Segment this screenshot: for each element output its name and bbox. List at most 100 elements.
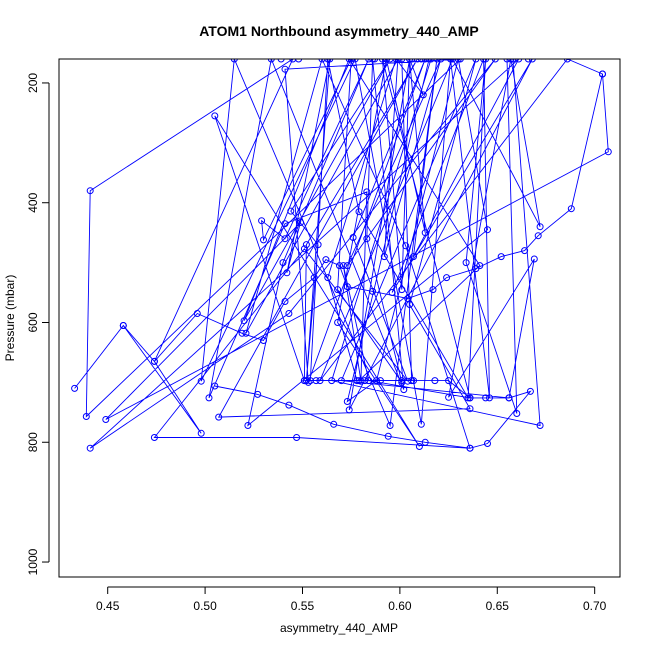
y-tick-label: 1000	[26, 548, 40, 575]
data-point	[427, 59, 435, 63]
data-point	[279, 259, 287, 267]
data-point	[447, 59, 454, 63]
data-point	[197, 429, 205, 437]
data-point	[466, 444, 474, 452]
data-point	[297, 219, 304, 226]
plot-area	[58, 58, 621, 578]
series-0	[71, 59, 612, 452]
data-point	[318, 59, 326, 63]
data-point	[312, 377, 320, 385]
data-point	[295, 59, 303, 63]
data-point	[429, 286, 437, 294]
data-point	[281, 235, 289, 243]
data-point	[365, 59, 373, 63]
y-tick-label: 200	[26, 73, 40, 93]
data-point	[431, 377, 439, 385]
data-point	[484, 226, 491, 234]
data-point	[343, 262, 351, 270]
data-point	[536, 223, 544, 231]
data-point	[324, 274, 332, 282]
data-point	[197, 377, 205, 385]
x-axis-label: asymmetry_440_AMP	[280, 621, 398, 635]
data-point	[454, 59, 462, 63]
data-point	[102, 416, 110, 423]
data-point	[604, 148, 612, 156]
plot-frame	[58, 58, 621, 578]
data-point	[334, 286, 342, 294]
data-point	[417, 420, 425, 428]
data-point	[281, 65, 289, 73]
data-point	[283, 269, 291, 277]
data-point	[238, 329, 246, 337]
data-point	[449, 59, 456, 63]
data-point	[484, 440, 491, 447]
data-point	[404, 295, 412, 302]
data-point	[528, 59, 536, 63]
data-point	[505, 394, 513, 402]
data-point	[567, 205, 575, 213]
data-point	[421, 229, 429, 237]
data-point	[334, 319, 342, 326]
data-point	[456, 59, 464, 63]
data-point	[371, 59, 379, 63]
data-point	[119, 322, 127, 329]
data-point	[211, 382, 219, 390]
data-point	[369, 59, 377, 63]
series-1	[119, 70, 606, 365]
data-point	[524, 59, 532, 63]
data-point	[466, 394, 474, 402]
data-point	[293, 434, 301, 441]
data-point	[215, 413, 223, 421]
data-point	[402, 242, 410, 250]
data-point	[343, 283, 351, 291]
data-point	[326, 59, 334, 63]
data-point	[421, 59, 429, 63]
data-point	[363, 235, 371, 243]
data-point	[351, 59, 359, 63]
data-point	[339, 262, 347, 270]
data-point	[193, 310, 201, 317]
data-point	[472, 59, 480, 63]
data-point	[515, 59, 523, 63]
data-point	[244, 422, 252, 429]
data-point	[267, 59, 275, 63]
data-point	[421, 438, 429, 446]
data-point	[336, 262, 343, 270]
data-point	[82, 413, 90, 420]
data-point	[277, 59, 285, 63]
data-point	[536, 422, 544, 429]
series-line	[122, 73, 603, 363]
data-point	[398, 59, 406, 63]
data-point	[413, 59, 421, 63]
data-point	[322, 256, 330, 264]
data-point	[150, 357, 158, 365]
data-point	[345, 406, 353, 414]
data-point	[398, 286, 406, 294]
data-point	[410, 253, 417, 261]
series-line	[74, 59, 609, 449]
data-point	[260, 236, 267, 244]
data-point	[240, 317, 248, 325]
data-point	[534, 232, 542, 240]
data-point	[497, 253, 505, 261]
x-axis: 0.45 0.50 0.55 0.60 0.65 0.70	[96, 586, 607, 613]
data-point	[386, 422, 394, 429]
data-point	[150, 434, 158, 441]
x-tick-label: 0.70	[583, 599, 607, 613]
data-point	[324, 59, 332, 63]
y-tick-label: 800	[26, 432, 40, 452]
data-point	[419, 91, 427, 99]
data-point	[526, 387, 534, 395]
data-point	[378, 59, 386, 63]
data-point	[509, 59, 517, 63]
data-point	[285, 401, 293, 409]
data-point	[482, 59, 490, 63]
y-tick-label: 400	[26, 192, 40, 212]
data-point	[521, 247, 529, 255]
data-point	[425, 59, 433, 63]
data-point	[289, 59, 297, 63]
data-point	[382, 59, 390, 63]
data-point	[415, 443, 423, 450]
